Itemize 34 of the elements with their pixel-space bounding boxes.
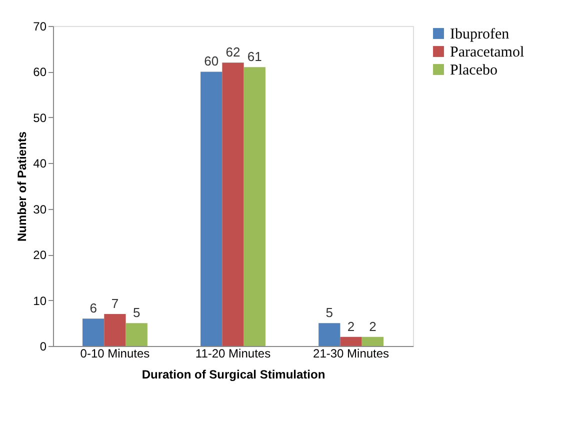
y-tick-label: 10	[33, 294, 47, 308]
bar	[340, 336, 362, 346]
x-axis-title: Duration of Surgical Stimulation	[142, 368, 326, 382]
bar	[362, 336, 384, 346]
legend-label: Ibuprofen	[450, 26, 510, 42]
legend-label: Placebo	[450, 62, 498, 78]
bar	[200, 72, 222, 346]
y-tick-label: 70	[33, 20, 47, 34]
data-label: 2	[347, 318, 355, 334]
data-label: 6	[90, 300, 97, 316]
data-label: 62	[226, 44, 240, 60]
x-tick-label: 0-10 Minutes	[80, 346, 150, 360]
data-label: 5	[132, 305, 140, 320]
y-tick-label: 60	[33, 65, 47, 80]
data-label: 61	[247, 49, 262, 64]
y-tick-label: 20	[33, 248, 47, 262]
bar	[126, 323, 148, 346]
y-axis-title: Number of Patients	[15, 131, 30, 242]
data-label: 5	[326, 305, 334, 320]
bar	[318, 323, 340, 346]
y-tick-label: 0	[40, 340, 47, 354]
bar	[82, 318, 104, 346]
data-label: 60	[204, 54, 219, 69]
bar	[244, 67, 266, 346]
y-tick-label: 40	[33, 156, 47, 171]
y-tick-label: 50	[33, 110, 47, 125]
data-label: 7	[111, 296, 119, 311]
x-tick-label: 11-20 Minutes	[195, 346, 271, 360]
bar	[104, 314, 126, 346]
x-tick-label: 21-30 Minutes	[313, 346, 390, 360]
data-label: 2	[369, 318, 376, 334]
bar	[222, 62, 244, 346]
y-tick-label: 30	[33, 202, 47, 216]
legend-label: Paracetamol	[450, 44, 524, 60]
